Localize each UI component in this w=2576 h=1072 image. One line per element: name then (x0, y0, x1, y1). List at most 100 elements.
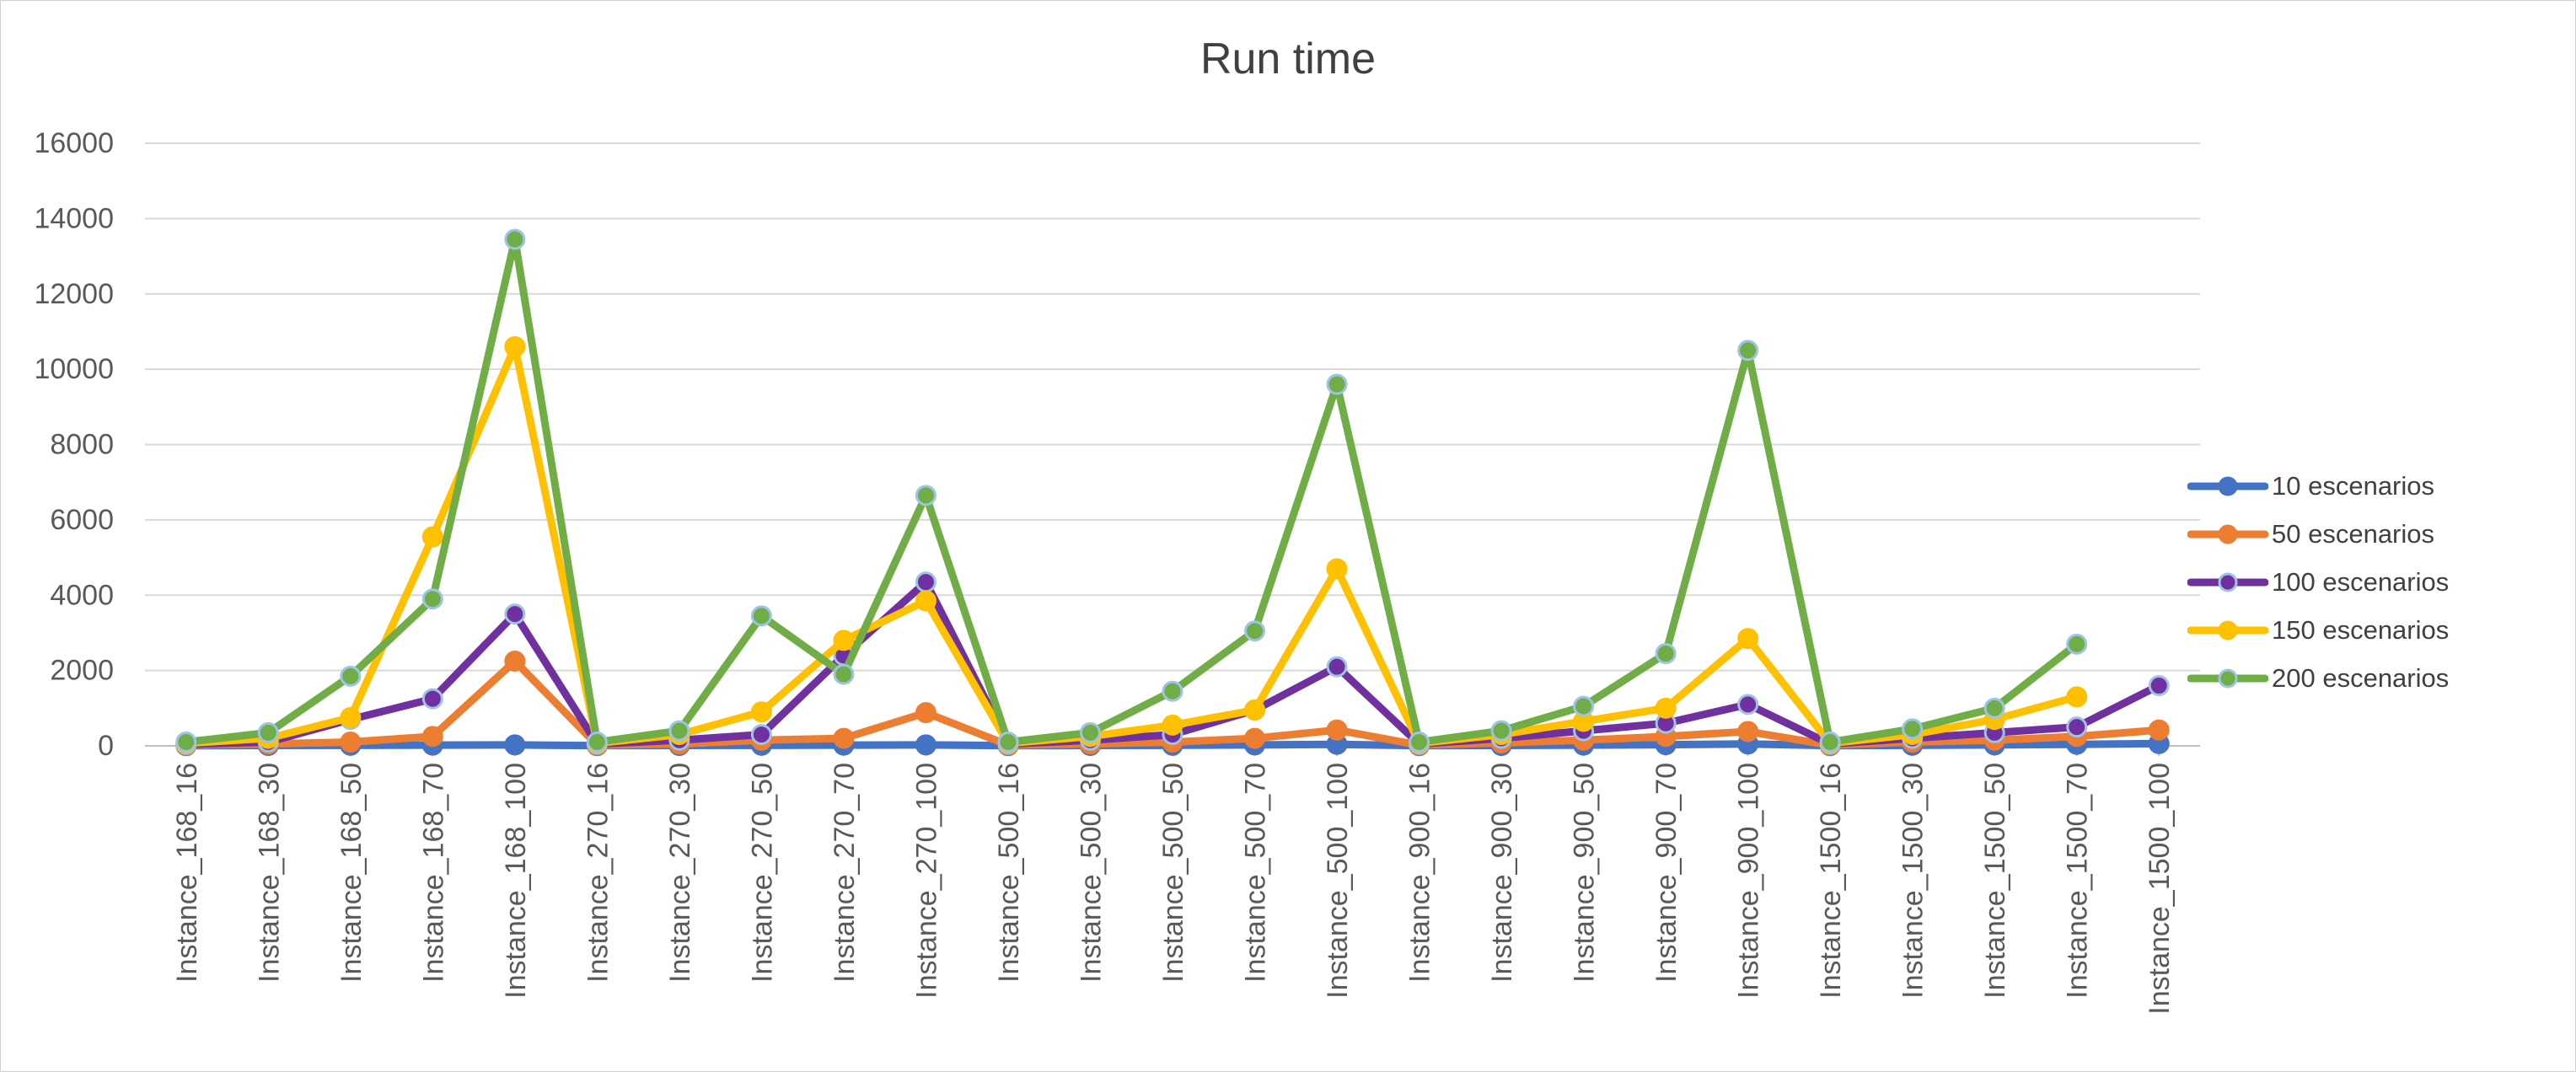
data-point (586, 732, 608, 753)
data-point (750, 605, 772, 627)
data-point (1655, 643, 1677, 665)
data-point (1737, 694, 1759, 716)
data-point (421, 726, 443, 748)
x-tick-label: Instance_168_16 (171, 763, 203, 983)
x-tick-label: Instance_1500_100 (2144, 763, 2176, 1015)
data-point (2066, 686, 2088, 708)
legend-swatch (2187, 476, 2268, 496)
data-point (1819, 732, 1841, 753)
data-point (915, 590, 936, 612)
data-point (340, 706, 362, 728)
chart-title: Run time (1199, 35, 1377, 83)
y-tick-label: 14000 (34, 202, 114, 234)
x-tick-label: Instance_270_100 (910, 763, 942, 999)
series-lines (175, 228, 2170, 757)
data-point (1162, 680, 1183, 702)
x-tick-label: Instance_1500_70 (2062, 763, 2094, 999)
data-point (1902, 718, 1924, 740)
data-point (668, 720, 690, 742)
x-tick-label: Instance_900_30 (1486, 763, 1518, 983)
data-point (340, 665, 362, 687)
data-point (1326, 558, 1348, 580)
x-tick-label: Instance_168_30 (253, 763, 285, 983)
x-tick-label: Instance_500_100 (1322, 763, 1354, 999)
y-tick-label: 4000 (50, 579, 114, 611)
data-point (915, 702, 936, 724)
legend-label: 150 escenarios (2272, 614, 2450, 645)
x-tick-label: Instance_900_50 (1569, 763, 1601, 983)
data-point (1162, 714, 1183, 736)
gridlines (145, 142, 2200, 747)
legend: 10 escenarios 50 escenarios 100 escenarios… (2187, 462, 2449, 702)
data-point (1737, 721, 1759, 742)
y-tick-label: 10000 (34, 353, 114, 385)
x-axis-ticks: Instance_168_16 Instance_168_30 Instance_1… (145, 745, 2200, 1015)
y-tick-label: 0 (98, 730, 114, 762)
data-point (1737, 340, 1759, 362)
data-point (750, 724, 772, 746)
x-tick-label: Instance_900_16 (1404, 763, 1436, 983)
legend-item: 10 escenarios (2187, 462, 2449, 510)
data-point (833, 630, 855, 651)
legend-swatch (2187, 524, 2268, 544)
data-point (1490, 720, 1512, 742)
data-point (1326, 373, 1348, 395)
legend-label: 100 escenarios (2272, 566, 2450, 597)
data-point (1326, 656, 1348, 678)
y-axis-ticks: 0 2000 4000 6000 8000 10000 12000 14000 16000 (34, 127, 114, 762)
legend-swatch (2187, 620, 2268, 640)
data-point (1244, 620, 1266, 642)
data-point (1244, 699, 1266, 721)
series-line (182, 235, 2081, 747)
x-tick-label: Instance_500_50 (1157, 763, 1189, 983)
data-point (997, 732, 1019, 753)
x-tick-label: Instance_1500_50 (1979, 763, 2011, 999)
y-tick-label: 12000 (34, 278, 114, 310)
data-point (915, 734, 936, 756)
data-point (915, 485, 936, 507)
x-tick-label: Instance_270_16 (582, 763, 614, 983)
legend-item: 200 escenarios (2187, 654, 2449, 702)
series-5 (175, 228, 2088, 753)
data-point (1409, 732, 1430, 753)
data-point (504, 228, 526, 250)
x-tick-label: Instance_500_16 (993, 763, 1025, 983)
legend-label: 50 escenarios (2272, 518, 2435, 549)
data-point (2148, 675, 2170, 696)
data-point (833, 663, 855, 685)
legend-label: 10 escenarios (2272, 470, 2435, 501)
x-tick-label: Instance_500_70 (1240, 763, 1272, 983)
legend-swatch (2187, 668, 2268, 688)
data-point (1573, 695, 1595, 717)
legend-item: 150 escenarios (2187, 606, 2449, 654)
data-point (1983, 697, 2005, 719)
data-point (1079, 721, 1101, 743)
y-tick-label: 6000 (50, 504, 114, 536)
data-point (750, 701, 772, 723)
x-tick-label: Instance_168_100 (500, 763, 532, 999)
data-point (2148, 719, 2170, 741)
legend-item: 100 escenarios (2187, 558, 2449, 606)
x-tick-label: Instance_270_50 (746, 763, 778, 983)
series-4 (175, 335, 2088, 754)
data-point (257, 721, 279, 743)
data-point (833, 727, 855, 749)
x-tick-label: Instance_1500_16 (1815, 763, 1847, 999)
data-point (1326, 719, 1348, 741)
x-tick-label: Instance_500_30 (1075, 763, 1107, 983)
legend-label: 200 escenarios (2272, 662, 2450, 693)
data-point (504, 335, 526, 357)
data-point (1655, 697, 1677, 719)
y-tick-label: 16000 (34, 127, 114, 159)
data-point (421, 526, 443, 548)
x-tick-label: Instance_900_100 (1733, 763, 1765, 999)
data-point (915, 571, 936, 593)
x-tick-label: Instance_270_70 (829, 763, 861, 983)
x-tick-label: Instance_900_70 (1650, 763, 1682, 983)
data-point (421, 588, 443, 610)
data-point (504, 734, 526, 756)
series-line (182, 342, 2081, 748)
x-tick-label: Instance_1500_30 (1897, 763, 1929, 999)
data-point (1244, 727, 1266, 749)
